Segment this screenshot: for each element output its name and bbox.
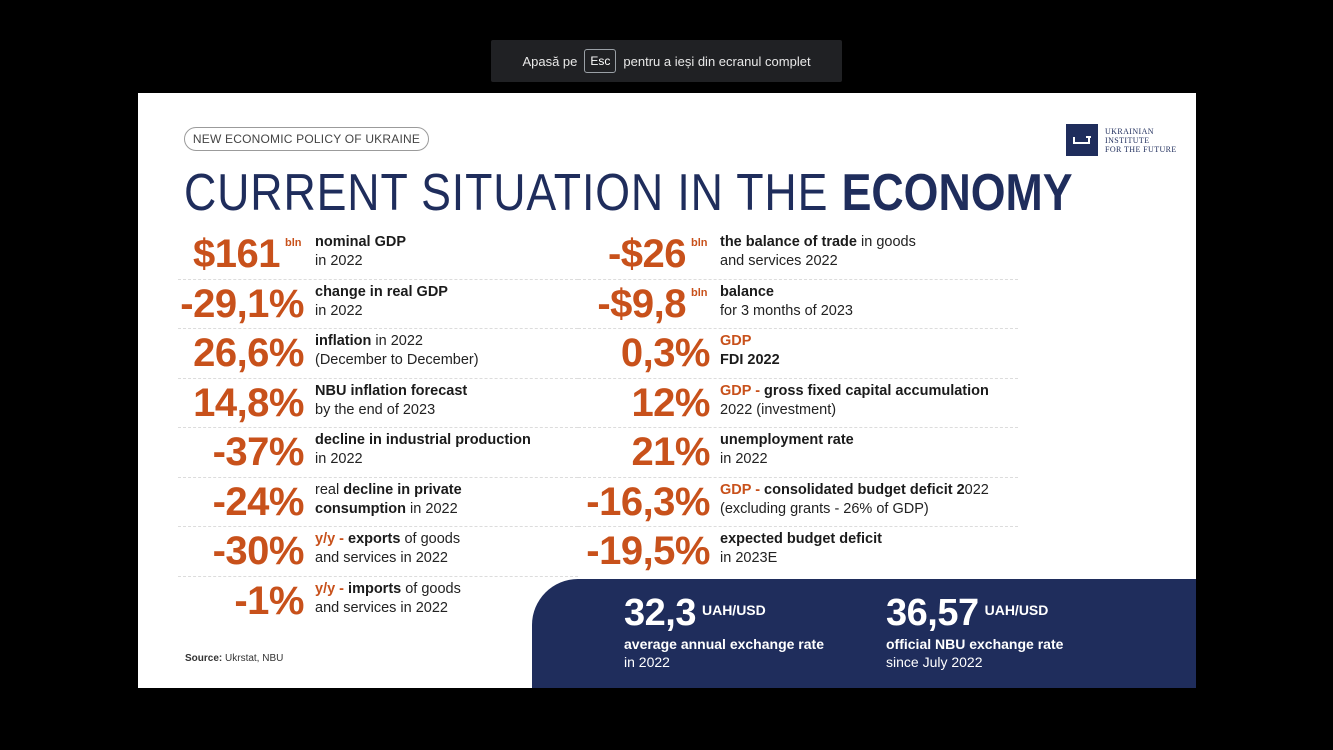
indicator-unit: bln bbox=[691, 237, 708, 249]
logo-mark-icon bbox=[1066, 124, 1098, 156]
indicator-value: 0,3% bbox=[620, 331, 711, 375]
indicator-description: GDP - consolidated budget deficit 2022 (e… bbox=[720, 481, 989, 517]
indicator-value: 14,8% bbox=[193, 380, 304, 425]
right-indicators: -$26 bln the balance of trade in goods and… bbox=[578, 230, 1018, 577]
indicator-description: nominal GDP in 2022 bbox=[315, 234, 407, 269]
indicator-row: -37% decline in industrial production in … bbox=[178, 428, 578, 478]
indicator-row: 21% unemployment rate in 2022 bbox=[578, 428, 1018, 478]
logo-text: Ukrainian Institute for the Future bbox=[1105, 126, 1177, 154]
indicator-value: -30% bbox=[212, 529, 305, 573]
indicator-row: 0,3% GDP FDI 2022 bbox=[578, 329, 1018, 379]
indicator-description: change in real GDP in 2022 bbox=[315, 283, 448, 319]
notice-text-before: Apasă pe bbox=[522, 53, 578, 69]
indicator-description: NBU inflation forecast by the end of 2023 bbox=[315, 382, 468, 418]
indicator-description: y/y - exports of goods and services in 20… bbox=[315, 531, 461, 566]
indicator-row: 12% GDP - gross fixed capital accumulati… bbox=[578, 379, 1018, 428]
indicator-value: -37% bbox=[212, 430, 305, 474]
indicator-row: 14,8% NBU inflation forecast by the end o… bbox=[178, 379, 578, 428]
indicator-row: -29,1% change in real GDP in 2022 bbox=[178, 280, 578, 329]
slide-title: CURRENT SITUATION IN THE ECONOMY bbox=[184, 164, 1073, 222]
indicator-description: GDP - gross fixed capital accumulation 20… bbox=[720, 382, 989, 418]
indicator-unit: bln bbox=[285, 237, 302, 249]
indicator-value: -$26 bbox=[607, 232, 687, 276]
section-tag: NEW ECONOMIC POLICY OF UKRAINE bbox=[184, 127, 429, 151]
indicator-description: y/y - imports of goods and services in 20… bbox=[315, 580, 461, 616]
indicator-value: $161 bbox=[193, 232, 280, 276]
indicator-description: expected budget deficit in 2023E bbox=[720, 531, 882, 566]
esc-key-hint: Esc bbox=[584, 49, 617, 73]
indicator-value: -1% bbox=[234, 578, 304, 623]
indicator-description: inflation in 2022 (December to December) bbox=[315, 333, 479, 368]
indicator-value: 26,6% bbox=[193, 331, 304, 375]
exchange-rate-official: 36,57 UAH/USD official NBU exchange rate … bbox=[886, 592, 1064, 670]
indicator-value: 21% bbox=[631, 430, 710, 474]
indicator-description: real decline in private consumption in 20… bbox=[315, 481, 462, 517]
indicator-value: 12% bbox=[631, 380, 710, 425]
indicator-unit: bln bbox=[691, 286, 708, 299]
indicator-row: -1% y/y - imports of goods and services i… bbox=[178, 577, 578, 627]
fullscreen-exit-notice: Apasă pe Esc pentru a ieși din ecranul c… bbox=[491, 40, 842, 82]
indicator-value: -$9,8 bbox=[597, 281, 686, 326]
indicator-value: -29,1% bbox=[180, 281, 304, 326]
indicator-row: -24% real decline in private consumption … bbox=[178, 478, 578, 527]
indicator-row: -16,3% GDP - consolidated budget deficit… bbox=[578, 478, 1018, 527]
indicator-row: -30% y/y - exports of goods and services … bbox=[178, 527, 578, 577]
exchange-rate-average: 32,3 UAH/USD average annual exchange rate… bbox=[624, 592, 824, 670]
source-note: Source: Ukrstat, NBU bbox=[185, 653, 284, 664]
notice-text-after: pentru a ieși din ecranul complet bbox=[623, 53, 811, 69]
indicator-row: -$26 bln the balance of trade in goods and… bbox=[578, 230, 1018, 280]
indicator-row: $161 bln nominal GDP in 2022 bbox=[178, 230, 578, 280]
indicator-description: balance for 3 months of 2023 bbox=[720, 283, 853, 319]
indicator-description: the balance of trade in goods and service… bbox=[720, 234, 916, 269]
indicator-description: GDP FDI 2022 bbox=[720, 333, 780, 368]
presentation-slide: NEW ECONOMIC POLICY OF UKRAINE Ukrainian… bbox=[138, 93, 1196, 688]
indicator-row: -19,5% expected budget deficit in 2023E bbox=[578, 527, 1018, 577]
indicator-description: unemployment rate in 2022 bbox=[720, 432, 854, 467]
indicator-value: -24% bbox=[212, 479, 305, 524]
left-indicators: $161 bln nominal GDP in 2022 -29,1% change… bbox=[178, 230, 578, 626]
indicator-value: -16,3% bbox=[586, 479, 710, 524]
indicator-value: -19,5% bbox=[586, 529, 710, 573]
indicator-row: 26,6% inflation in 2022 (December to Dece… bbox=[178, 329, 578, 379]
indicator-description: decline in industrial production in 2022 bbox=[315, 432, 531, 467]
institute-logo: Ukrainian Institute for the Future bbox=[1066, 124, 1177, 156]
exchange-rate-panel: 32,3 UAH/USD average annual exchange rate… bbox=[532, 579, 1196, 688]
indicator-row: -$9,8 bln balance for 3 months of 2023 bbox=[578, 280, 1018, 329]
